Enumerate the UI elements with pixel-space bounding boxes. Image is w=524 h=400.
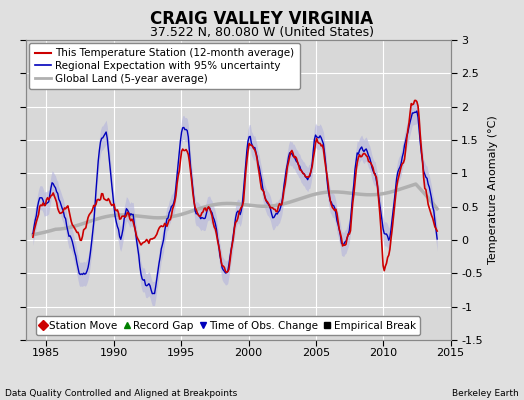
Text: 37.522 N, 80.080 W (United States): 37.522 N, 80.080 W (United States) [150, 26, 374, 39]
Text: CRAIG VALLEY VIRGINIA: CRAIG VALLEY VIRGINIA [150, 10, 374, 28]
Text: Data Quality Controlled and Aligned at Breakpoints: Data Quality Controlled and Aligned at B… [5, 389, 237, 398]
Y-axis label: Temperature Anomaly (°C): Temperature Anomaly (°C) [488, 116, 498, 264]
Text: Berkeley Earth: Berkeley Earth [452, 389, 519, 398]
Legend: Station Move, Record Gap, Time of Obs. Change, Empirical Break: Station Move, Record Gap, Time of Obs. C… [36, 316, 420, 335]
